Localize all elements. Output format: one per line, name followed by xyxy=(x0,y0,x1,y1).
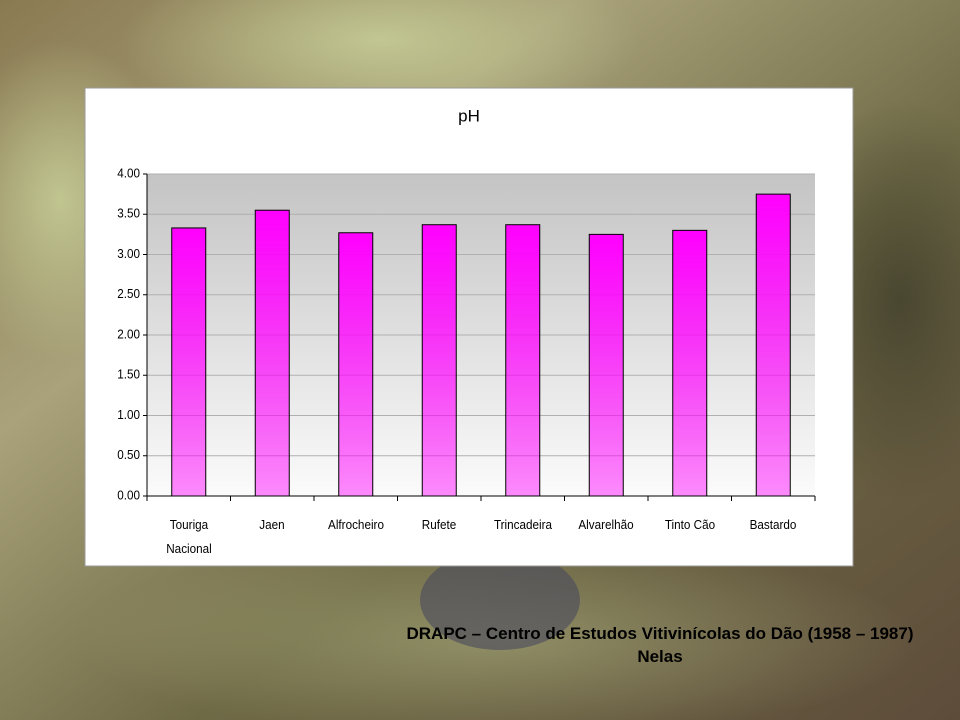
x-tick-label: Alvarelhão xyxy=(578,517,634,532)
y-tick-label: 3.50 xyxy=(117,206,140,221)
bar xyxy=(171,227,207,497)
y-tick-label: 2.00 xyxy=(117,327,140,342)
x-tick-label: Alfrocheiro xyxy=(327,517,384,532)
y-tick-label: 1.50 xyxy=(117,367,140,382)
bar xyxy=(254,209,290,497)
bar xyxy=(338,232,374,497)
x-tick-label: Trincadeira xyxy=(493,517,552,532)
y-tick-label: 4.00 xyxy=(117,166,140,181)
y-tick-label: 1.00 xyxy=(117,407,140,422)
x-tick-label: Tinto Cão xyxy=(664,517,715,532)
bar xyxy=(755,193,791,497)
y-tick-label: 2.50 xyxy=(117,287,140,302)
bar xyxy=(421,224,457,497)
bar xyxy=(588,233,624,497)
y-tick-label: 0.50 xyxy=(117,448,140,463)
footer-credit: DRAPC – Centro de Estudos Vitivinícolas … xyxy=(406,624,914,643)
x-tick-label: Bastardo xyxy=(749,517,797,532)
x-tick-label: Jaen xyxy=(259,517,285,532)
background-grapes xyxy=(420,550,580,650)
y-tick-label: 3.00 xyxy=(117,246,140,261)
x-tick-label: Rufete xyxy=(422,517,457,532)
bar xyxy=(672,229,708,497)
footer-place: Nelas xyxy=(637,647,683,666)
bar xyxy=(505,224,541,497)
x-tick-label: Touriga Nacional xyxy=(165,517,212,556)
chart-title: pH xyxy=(458,106,480,125)
y-tick-label: 0.00 xyxy=(117,488,140,503)
